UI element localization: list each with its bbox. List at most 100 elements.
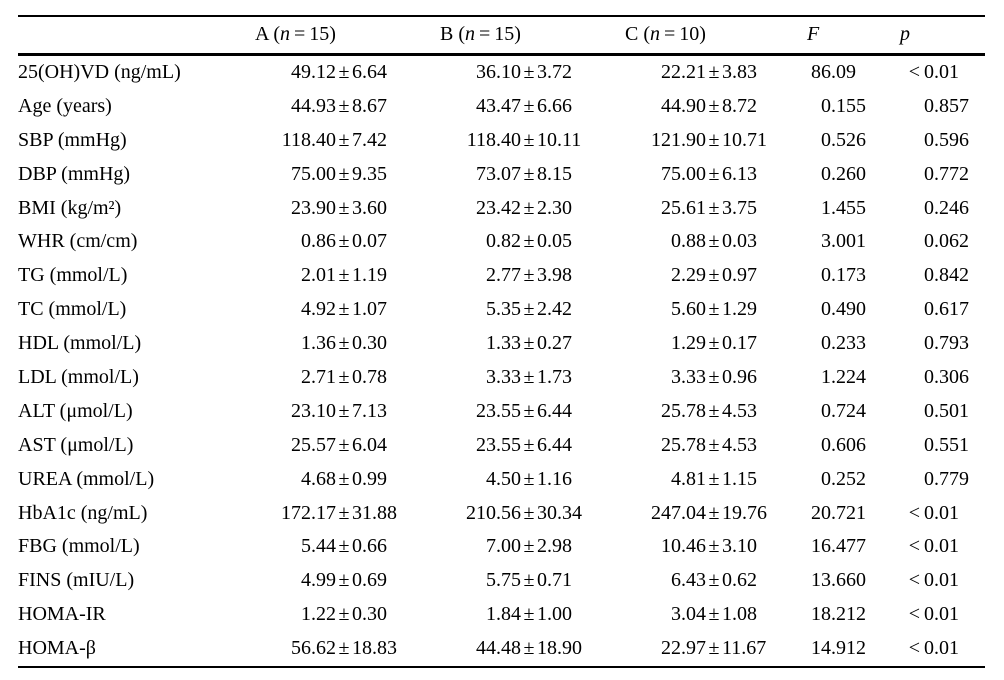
row-label: 25(OH)VD (ng/mL) — [18, 60, 181, 83]
value-cell-group-a: 4.99 ±0.69 — [301, 569, 387, 592]
value-cell-group-c: 22.21 ±3.83 — [661, 60, 757, 83]
row-label: FBG (mmol/L) — [18, 535, 140, 558]
table-row: FBG (mmol/L) 5.44 ±0.66 7.00 ±2.98 10.46 ±3.10… — [18, 530, 985, 564]
p-value-cell: 0.062 — [924, 230, 969, 253]
value-cell-group-a: 1.36 ±0.30 — [301, 332, 387, 355]
row-label-column-header — [18, 16, 252, 54]
value-cell-group-c: 3.04 ±1.08 — [671, 603, 757, 626]
p-value-cell: < 0.01 — [908, 535, 959, 558]
f-value-cell: 16.477 — [811, 535, 866, 558]
row-label: HOMA-IR — [18, 603, 106, 626]
table-row: ALT (μmol/L) 23.10 ±7.13 23.55 ±6.44 25.78 ±4.… — [18, 394, 985, 428]
value-cell-group-b: 5.35 ±2.42 — [486, 298, 572, 321]
row-label: UREA (mmol/L) — [18, 467, 155, 490]
f-value-cell: 1.224 — [821, 365, 866, 388]
value-cell-group-a: 1.22 ±0.30 — [301, 603, 387, 626]
p-value-cell: < 0.01 — [908, 637, 959, 660]
f-value-cell: 0.606 — [821, 433, 866, 456]
value-cell-group-c: 121.90 ±10.71 — [651, 128, 767, 151]
table-row: LDL (mmol/L) 2.71 ±0.78 3.33 ±1.73 3.33 ±0.96 1… — [18, 361, 985, 395]
table-row: TG (mmol/L) 2.01 ±1.19 2.77 ±3.98 2.29 ±0.97 0.… — [18, 259, 985, 293]
f-value-cell: 0.173 — [821, 264, 866, 287]
f-value-cell: 3.001 — [821, 230, 866, 253]
value-cell-group-b: 210.56 ±30.34 — [466, 501, 582, 524]
p-value-cell: 0.596 — [924, 128, 969, 151]
f-value-cell: 18.212 — [811, 603, 866, 626]
row-label: BMI (kg/m²) — [18, 196, 122, 219]
value-cell-group-b: 2.77 ±3.98 — [486, 264, 572, 287]
value-cell-group-a: 5.44 ±0.66 — [301, 535, 387, 558]
row-label: DBP (mmHg) — [18, 162, 131, 185]
table-row: HOMA-β 56.62 ±18.83 44.48 ±18.90 22.97 ±11.67 1… — [18, 632, 985, 667]
value-cell-group-c: 4.81 ±1.15 — [671, 467, 757, 490]
table-row: BMI (kg/m²) 23.90 ±3.60 23.42 ±2.30 25.61 ±3.7… — [18, 191, 985, 225]
column-header-f: F — [807, 23, 820, 46]
p-value-cell: 0.779 — [924, 467, 969, 490]
value-cell-group-c: 247.04 ±19.76 — [651, 501, 767, 524]
p-value-cell: < 0.01 — [908, 603, 959, 626]
value-cell-group-c: 44.90 ±8.72 — [661, 94, 757, 117]
f-value-cell: 0.155 — [821, 94, 866, 117]
value-cell-group-b: 36.10 ±3.72 — [476, 60, 572, 83]
value-cell-group-b: 73.07 ±8.15 — [476, 162, 572, 185]
p-value-cell: < 0.01 — [908, 501, 959, 524]
table-body: 25(OH)VD (ng/mL) 49.12 ±6.64 36.10 ±3.72 22.2… — [18, 54, 985, 667]
value-cell-group-a: 2.71 ±0.78 — [301, 365, 387, 388]
value-cell-group-a: 23.90 ±3.60 — [291, 196, 387, 219]
value-cell-group-a: 118.40 ±7.42 — [281, 128, 387, 151]
value-cell-group-c: 10.46 ±3.10 — [661, 535, 757, 558]
value-cell-group-c: 75.00 ±6.13 — [661, 162, 757, 185]
value-cell-group-a: 44.93 ±8.67 — [291, 94, 387, 117]
f-value-cell: 13.660 — [811, 569, 866, 592]
p-value-cell: 0.501 — [924, 399, 969, 422]
f-value-cell: 0.260 — [821, 162, 866, 185]
row-label: LDL (mmol/L) — [18, 365, 139, 388]
value-cell-group-c: 5.60 ±1.29 — [671, 298, 757, 321]
table-row: UREA (mmol/L) 4.68 ±0.99 4.50 ±1.16 4.81 ±1.15… — [18, 462, 985, 496]
value-cell-group-a: 4.92 ±1.07 — [301, 298, 387, 321]
value-cell-group-a: 2.01 ±1.19 — [301, 264, 387, 287]
f-value-cell: 0.252 — [821, 467, 866, 490]
value-cell-group-b: 43.47 ±6.66 — [476, 94, 572, 117]
p-value-cell: 0.842 — [924, 264, 969, 287]
f-value-cell: 0.490 — [821, 298, 866, 321]
p-value-cell: 0.246 — [924, 196, 969, 219]
f-value-cell: 0.724 — [821, 399, 866, 422]
column-header-b: B (n = 15) — [440, 23, 521, 46]
p-value-cell: < 0.01 — [908, 60, 959, 83]
row-label: WHR (cm/cm) — [18, 230, 138, 253]
value-cell-group-b: 7.00 ±2.98 — [486, 535, 572, 558]
value-cell-group-a: 172.17 ±31.88 — [281, 501, 397, 524]
f-value-cell: 0.526 — [821, 128, 866, 151]
p-value-cell: 0.793 — [924, 332, 969, 355]
f-value-cell: 1.455 — [821, 196, 866, 219]
p-value-cell: 0.617 — [924, 298, 969, 321]
value-cell-group-b: 23.42 ±2.30 — [476, 196, 572, 219]
table-row: AST (μmol/L) 25.57 ±6.04 23.55 ±6.44 25.78 ±4.… — [18, 428, 985, 462]
row-label: TG (mmol/L) — [18, 264, 128, 287]
table-row: 25(OH)VD (ng/mL) 49.12 ±6.64 36.10 ±3.72 22.2… — [18, 54, 985, 89]
column-header-c: C (n = 10) — [625, 23, 706, 46]
value-cell-group-b: 23.55 ±6.44 — [476, 433, 572, 456]
row-label: HbA1c (ng/mL) — [18, 501, 148, 524]
row-label: TC (mmol/L) — [18, 298, 127, 321]
value-cell-group-b: 3.33 ±1.73 — [486, 365, 572, 388]
table-row: HbA1c (ng/mL) 172.17 ±31.88 210.56 ±30.34 247… — [18, 496, 985, 530]
row-label: HDL (mmol/L) — [18, 332, 142, 355]
value-cell-group-b: 1.33 ±0.27 — [486, 332, 572, 355]
table-row: HOMA-IR 1.22 ±0.30 1.84 ±1.00 3.04 ±1.08 18.212… — [18, 598, 985, 632]
value-cell-group-c: 25.61 ±3.75 — [661, 196, 757, 219]
row-label: ALT (μmol/L) — [18, 399, 133, 422]
value-cell-group-b: 0.82 ±0.05 — [486, 230, 572, 253]
value-cell-group-a: 0.86 ±0.07 — [301, 230, 387, 253]
row-label: SBP (mmHg) — [18, 128, 127, 151]
row-label: Age (years) — [18, 94, 112, 117]
value-cell-group-c: 3.33 ±0.96 — [671, 365, 757, 388]
value-cell-group-c: 25.78 ±4.53 — [661, 433, 757, 456]
table-row: WHR (cm/cm) 0.86 ±0.07 0.82 ±0.05 0.88 ±0.03 3.… — [18, 225, 985, 259]
table-row: DBP (mmHg) 75.00 ±9.35 73.07 ±8.15 75.00 ±6.13… — [18, 157, 985, 191]
row-label: FINS (mIU/L) — [18, 569, 135, 592]
table-row: Age (years) 44.93 ±8.67 43.47 ±6.66 44.90 ±8.7… — [18, 89, 985, 123]
